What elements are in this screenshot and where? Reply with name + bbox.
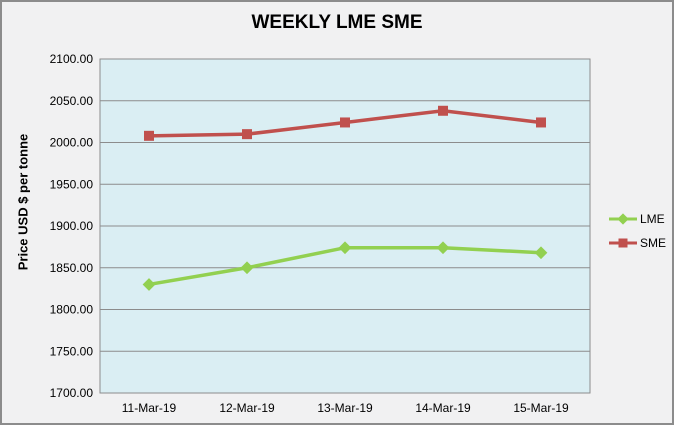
x-tick-label: 12-Mar-19 [219,401,275,415]
data-point-marker [438,105,448,116]
data-point-marker [340,117,350,128]
y-tick-label: 1850.00 [50,261,94,275]
data-point-marker [436,241,450,255]
data-point-marker [536,117,546,128]
y-tick-label: 1950.00 [50,177,94,191]
data-point-marker [338,241,352,255]
y-tick-label: 2000.00 [50,136,94,150]
legend-item-sme: SME [608,236,666,250]
x-tick-label: 13-Mar-19 [317,401,373,415]
x-tick-label: 14-Mar-19 [415,401,471,415]
data-point-marker [242,129,252,140]
y-tick-label: 2100.00 [50,52,94,66]
legend: LME SME [608,212,666,260]
legend-item-lme: LME [608,212,666,226]
data-point-marker [144,130,154,141]
data-point-marker [618,238,628,248]
y-tick-label: 1900.00 [50,219,94,233]
legend-label-sme: SME [640,236,667,250]
data-point-marker [617,213,629,225]
y-tick-label: 1750.00 [50,344,94,358]
data-point-marker [240,261,254,275]
data-point-marker [142,278,156,291]
legend-label-lme: LME [640,212,665,226]
y-tick-label: 1800.00 [50,303,94,317]
y-tick-label: 1700.00 [50,386,94,400]
x-tick-label: 11-Mar-19 [122,401,177,415]
sme-series-swatch-icon [609,238,637,248]
lme-series-swatch-icon [609,213,637,225]
chart-title: WEEKLY LME SME [251,12,423,33]
plot-border [99,58,591,394]
x-tick-label: 15-Mar-19 [513,401,569,415]
y-tick-label: 2050.00 [50,94,94,108]
